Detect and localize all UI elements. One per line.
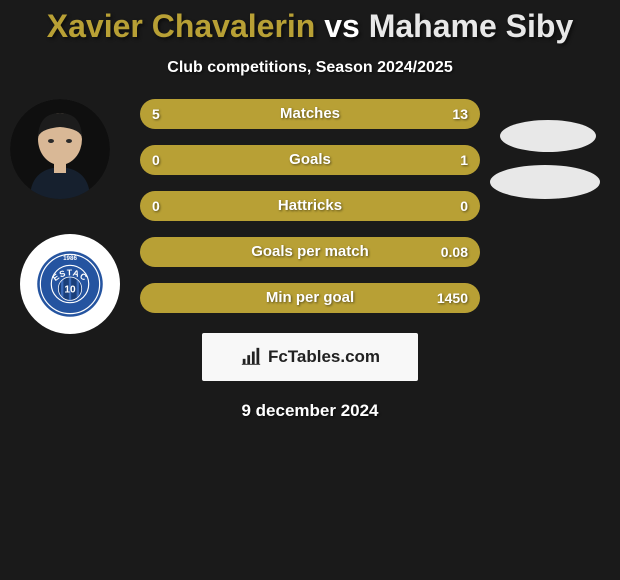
stat-row: Hattricks0 0	[140, 191, 480, 221]
title-vs: vs	[324, 8, 360, 44]
p2-indicator-ellipse	[500, 120, 596, 152]
stat-value-p1: 0	[152, 191, 160, 221]
attribution-text: FcTables.com	[268, 347, 380, 367]
stat-label: Goals per match	[140, 237, 480, 267]
stat-value-p1: 0	[152, 145, 160, 175]
p2-indicator-ellipse	[490, 165, 600, 199]
comparison-card: Xavier Chavalerin vs Mahame Siby Club co…	[0, 0, 620, 440]
title-player1: Xavier Chavalerin	[47, 8, 316, 44]
stat-label: Matches	[140, 99, 480, 129]
subtitle: Club competitions, Season 2024/2025	[0, 59, 620, 77]
bar-chart-icon	[240, 346, 262, 368]
stat-value-p2: 0	[460, 191, 468, 221]
stat-row: Goals per match0.08	[140, 237, 480, 267]
stat-value-p2: 0.08	[441, 237, 468, 267]
attribution-box: FcTables.com	[202, 333, 418, 381]
stats-section: 1986 ESTAC 10 Matches513Goals01Hattricks…	[0, 99, 620, 313]
stat-value-p2: 1	[460, 145, 468, 175]
stat-value-p2: 1450	[437, 283, 468, 313]
stat-value-p1: 5	[152, 99, 160, 129]
stat-label: Goals	[140, 145, 480, 175]
stat-row: Min per goal1450	[140, 283, 480, 313]
stat-row: Matches5 13	[140, 99, 480, 129]
date-label: 9 december 2024	[0, 401, 620, 421]
stat-value-p2: 13	[452, 99, 468, 129]
title-player2: Mahame Siby	[369, 8, 574, 44]
stat-row: Goals0 1	[140, 145, 480, 175]
stat-label: Hattricks	[140, 191, 480, 221]
stat-label: Min per goal	[140, 283, 480, 313]
page-title: Xavier Chavalerin vs Mahame Siby	[0, 0, 620, 45]
